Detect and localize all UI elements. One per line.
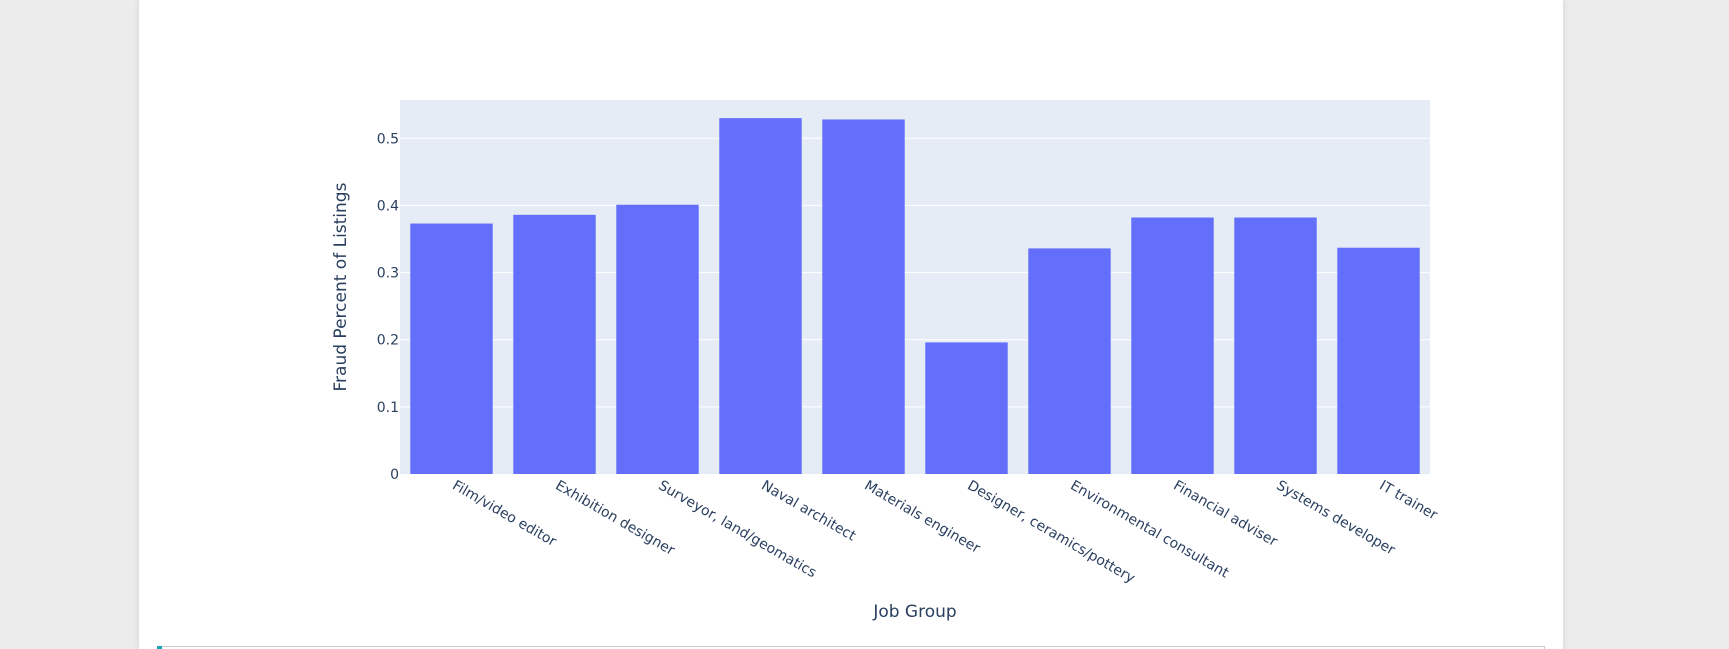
- bar[interactable]: [1131, 217, 1214, 474]
- bar[interactable]: [822, 119, 905, 475]
- y-tick-label: 0.2: [377, 333, 399, 349]
- bar[interactable]: [719, 118, 802, 474]
- y-axis-ticks: 0 0.1 0.2 0.3 0.4 0.5: [377, 131, 399, 483]
- y-axis-title: Fraud Percent of Listings: [331, 182, 351, 391]
- bar[interactable]: [1028, 248, 1111, 474]
- bar[interactable]: [925, 342, 1008, 474]
- bar[interactable]: [616, 204, 699, 474]
- y-tick-label: 0.5: [377, 131, 399, 147]
- x-tick-label: Naval architect: [759, 478, 859, 545]
- y-tick-label: 0.4: [377, 198, 399, 214]
- bars: [410, 118, 1420, 475]
- x-tick-label: Designer, ceramics/pottery: [965, 478, 1138, 587]
- x-tick-label: Film/video editor: [450, 478, 560, 551]
- x-tick-label: IT trainer: [1377, 478, 1441, 524]
- y-tick-label: 0.3: [377, 266, 399, 282]
- bar[interactable]: [410, 223, 493, 474]
- bar[interactable]: [513, 214, 596, 474]
- y-tick-label: 0: [390, 467, 399, 483]
- x-axis-title: Job Group: [872, 602, 956, 622]
- next-section-accent: [157, 646, 162, 649]
- y-tick-label: 0.1: [377, 400, 399, 416]
- bar[interactable]: [1234, 217, 1317, 474]
- bar[interactable]: [1337, 247, 1420, 474]
- x-tick-label: Financial adviser: [1171, 478, 1281, 551]
